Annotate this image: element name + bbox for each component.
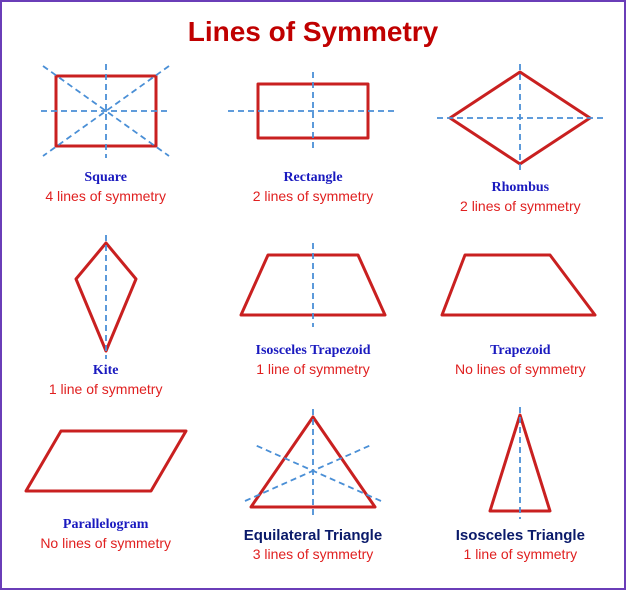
shape-rectangle — [213, 58, 413, 168]
caption-trapezoid: No lines of symmetry — [455, 361, 586, 377]
cell-square: Square 4 lines of symmetry — [2, 54, 209, 227]
shape-iso-triangle — [450, 405, 590, 525]
shape-name-rhombus: Rhombus — [492, 180, 550, 196]
caption-kite: 1 line of symmetry — [49, 381, 163, 397]
shape-name-kite: Kite — [93, 363, 119, 379]
shape-trapezoid — [420, 231, 620, 341]
cell-iso-trapezoid: Isosceles Trapezoid 1 line of symmetry — [209, 227, 416, 400]
cell-rectangle: Rectangle 2 lines of symmetry — [209, 54, 416, 227]
caption-square: 4 lines of symmetry — [45, 188, 166, 204]
shape-iso-trapezoid — [213, 231, 413, 341]
cell-eq-triangle: Equilateral Triangle 3 lines of symmetry — [209, 401, 416, 574]
cell-parallelogram: Parallelogram No lines of symmetry — [2, 401, 209, 574]
caption-rhombus: 2 lines of symmetry — [460, 198, 581, 214]
caption-iso-triangle: 1 line of symmetry — [464, 546, 578, 562]
shape-square — [11, 58, 201, 168]
shape-kite — [46, 231, 166, 361]
shape-eq-triangle — [223, 405, 403, 525]
shape-name-rectangle: Rectangle — [283, 170, 342, 186]
shape-name-trapezoid: Trapezoid — [490, 343, 550, 359]
caption-rectangle: 2 lines of symmetry — [253, 188, 374, 204]
shape-name-square: Square — [84, 170, 127, 186]
cell-rhombus: Rhombus 2 lines of symmetry — [417, 54, 624, 227]
caption-parallelogram: No lines of symmetry — [40, 535, 171, 551]
shape-name-parallelogram: Parallelogram — [63, 517, 149, 533]
cell-trapezoid: Trapezoid No lines of symmetry — [417, 227, 624, 400]
shape-parallelogram — [6, 405, 206, 515]
shape-name-eq-triangle: Equilateral Triangle — [244, 527, 382, 544]
caption-eq-triangle: 3 lines of symmetry — [253, 546, 374, 562]
page-title: Lines of Symmetry — [2, 16, 624, 48]
caption-iso-trapezoid: 1 line of symmetry — [256, 361, 370, 377]
diagram-frame: Lines of Symmetry Square 4 lines of symme… — [0, 0, 626, 590]
shape-name-iso-triangle: Isosceles Triangle — [456, 527, 585, 544]
shapes-grid: Square 4 lines of symmetry Rectangle 2 line… — [2, 54, 624, 574]
shape-name-iso-trapezoid: Isosceles Trapezoid — [256, 343, 371, 359]
cell-kite: Kite 1 line of symmetry — [2, 227, 209, 400]
cell-iso-triangle: Isosceles Triangle 1 line of symmetry — [417, 401, 624, 574]
shape-rhombus — [425, 58, 615, 178]
